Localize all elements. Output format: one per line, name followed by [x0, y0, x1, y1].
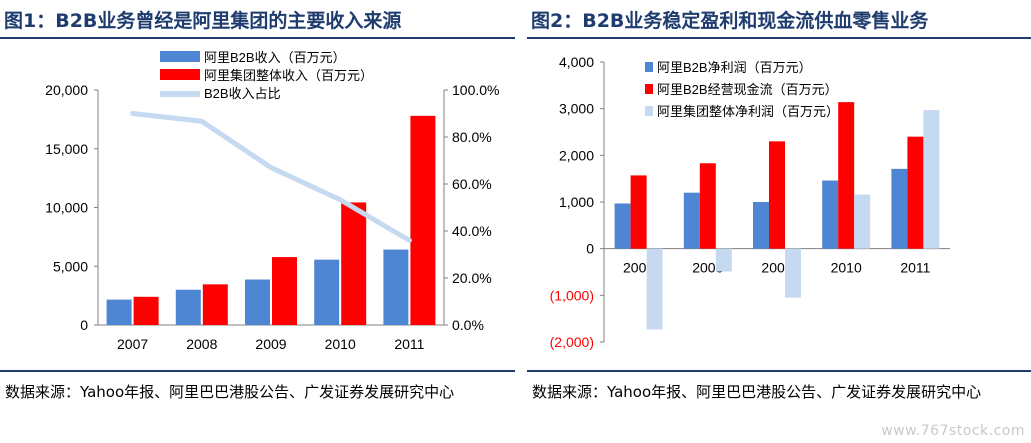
x-tick-label: 2010 [831, 260, 862, 276]
y-tick-label: 1,000 [559, 194, 594, 210]
bar-b2b-revenue-2009 [245, 279, 270, 325]
bar-b2b-operating-cashflow-2008 [699, 163, 716, 249]
y-tick-label: (2,000) [550, 334, 594, 350]
x-tick-label: 2010 [325, 336, 356, 352]
chart-2: 4,000 3,000 2,000 1,000 0 (1,000) (2,000) 2007 2… [550, 54, 950, 350]
y-tick-label: 2,000 [559, 147, 594, 163]
x-tick-label: 2008 [186, 336, 217, 352]
bar-b2b-net-profit-2007 [614, 203, 631, 249]
title-rule [0, 37, 515, 39]
title-rule [527, 37, 1031, 39]
point-b2b-share-2010 [339, 199, 341, 201]
legend-swatch [645, 84, 653, 94]
point-b2b-share-2011 [408, 239, 410, 241]
y-tick-label: (1,000) [550, 287, 594, 303]
source-note: 数据来源：Yahoo年报、阿里巴巴港股公告、广发证券发展研究中心 [5, 383, 455, 401]
bar-b2b-operating-cashflow-2011 [907, 136, 924, 249]
bar-group-net-profit-2010 [854, 194, 871, 249]
x-tick-label: 2007 [623, 260, 654, 276]
x-tick-label: 2009 [255, 336, 286, 352]
bar-group-revenue-2008 [202, 284, 228, 325]
bar-b2b-revenue-2011 [383, 249, 409, 325]
point-b2b-share-2007 [132, 113, 134, 114]
y2-tick-label: 0.0% [452, 317, 484, 333]
source-rule [527, 370, 1031, 372]
line-b2b-share [130, 111, 412, 243]
y-tick-label: 5,000 [53, 258, 88, 274]
bar-group-revenue-2007 [133, 296, 159, 325]
legend-label: 阿里B2B净利润（百万元） [657, 60, 812, 75]
legend-label: 阿里B2B经营现金流（百万元） [657, 82, 838, 97]
legend-label: 阿里B2B收入（百万元） [204, 50, 346, 65]
x-tick-label: 2011 [394, 336, 424, 352]
bar-b2b-revenue-2007 [106, 299, 132, 325]
bar-group-revenue-2011 [410, 115, 436, 325]
y2-tick-label: 20.0% [452, 270, 492, 286]
bar-group-net-profit-2009 [785, 248, 801, 298]
y2-tick-label: 40.0% [452, 223, 492, 239]
y-tick-label: 10,000 [45, 200, 88, 216]
bar-b2b-net-profit-2009 [753, 202, 769, 249]
bar-b2b-operating-cashflow-2010 [838, 102, 855, 249]
bar-b2b-net-profit-2008 [683, 192, 700, 249]
point-b2b-share-2009 [270, 167, 272, 169]
bar-b2b-revenue-2008 [175, 289, 201, 325]
chart-1: 20,000 15,000 10,000 5,000 0 100.0% 80.0% 60.0%… [45, 50, 499, 352]
chart-panel-1: 图1：B2B业务曾经是阿里集团的主要收入来源 20,000 15,000 10,00… [0, 0, 515, 443]
bar-b2b-net-profit-2010 [822, 180, 839, 249]
source-rule [0, 370, 515, 372]
bar-b2b-operating-cashflow-2007 [630, 175, 647, 249]
bar-b2b-net-profit-2011 [891, 168, 908, 249]
watermark: www.767stock.com [881, 423, 1025, 439]
bar-group-revenue-2009 [272, 257, 297, 325]
chart-title: 图1：B2B业务曾经是阿里集团的主要收入来源 [4, 10, 402, 32]
chart-title: 图2：B2B业务稳定盈利和现金流供血零售业务 [531, 10, 929, 32]
x-tick-label: 2007 [117, 336, 148, 352]
y-tick-label: 15,000 [45, 141, 88, 157]
y-tick-label: 3,000 [559, 101, 594, 117]
legend-swatch [645, 106, 653, 116]
bar-group-net-profit-2008 [715, 248, 732, 272]
point-b2b-share-2008 [201, 120, 203, 122]
legend-label: B2B收入占比 [204, 86, 281, 101]
x-tick-label: 2008 [692, 260, 723, 276]
y-tick-label: 0 [586, 241, 594, 257]
legend-label: 阿里集团整体收入（百万元） [204, 68, 373, 83]
y2-tick-label: 80.0% [452, 129, 492, 145]
y-tick-label: 20,000 [45, 82, 88, 98]
legend-swatch [160, 69, 200, 80]
legend-swatch [645, 62, 653, 72]
bar-b2b-revenue-2010 [314, 259, 340, 325]
x-tick-label: 2009 [761, 260, 792, 276]
source-note: 数据来源：Yahoo年报、阿里巴巴港股公告、广发证券发展研究中心 [532, 383, 982, 401]
chart-panel-2: 图2：B2B业务稳定盈利和现金流供血零售业务 4,000 3,000 2,000 1,… [527, 0, 1031, 443]
bar-group-net-profit-2007 [646, 248, 663, 330]
x-tick-label: 2011 [900, 260, 930, 276]
legend-label: 阿里集团整体净利润（百万元） [657, 104, 839, 119]
y2-tick-label: 60.0% [452, 176, 492, 192]
y-tick-label: 0 [80, 317, 88, 333]
y2-tick-label: 100.0% [452, 82, 499, 98]
bar-group-revenue-2010 [341, 202, 367, 325]
legend-swatch [160, 91, 200, 97]
y-tick-label: 4,000 [559, 54, 594, 70]
bar-group-net-profit-2011 [923, 110, 940, 249]
bar-b2b-operating-cashflow-2009 [769, 141, 785, 249]
legend-swatch [160, 51, 200, 62]
